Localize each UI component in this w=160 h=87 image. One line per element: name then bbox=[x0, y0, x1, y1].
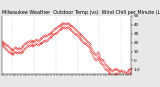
Text: Milwaukee Weather  Outdoor Temp (vs)  Wind Chill per Minute (Last 24 Hours): Milwaukee Weather Outdoor Temp (vs) Wind… bbox=[2, 10, 160, 15]
